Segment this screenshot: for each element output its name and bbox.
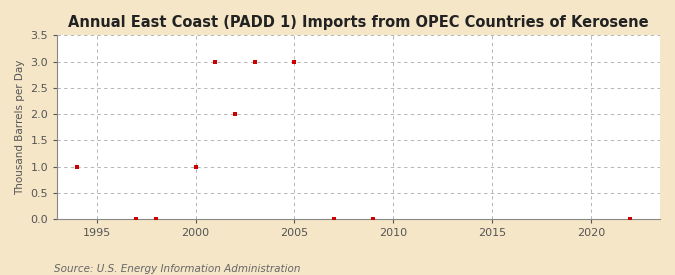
- Title: Annual East Coast (PADD 1) Imports from OPEC Countries of Kerosene: Annual East Coast (PADD 1) Imports from …: [68, 15, 649, 30]
- Point: [151, 217, 161, 221]
- Point: [289, 59, 300, 64]
- Point: [329, 217, 340, 221]
- Point: [131, 217, 142, 221]
- Point: [210, 59, 221, 64]
- Y-axis label: Thousand Barrels per Day: Thousand Barrels per Day: [15, 59, 25, 195]
- Point: [250, 59, 261, 64]
- Point: [625, 217, 636, 221]
- Point: [72, 164, 82, 169]
- Point: [368, 217, 379, 221]
- Point: [190, 164, 201, 169]
- Text: Source: U.S. Energy Information Administration: Source: U.S. Energy Information Administ…: [54, 264, 300, 274]
- Point: [230, 112, 240, 116]
